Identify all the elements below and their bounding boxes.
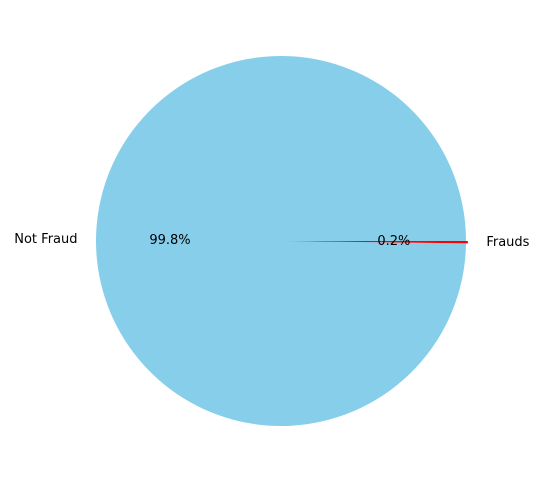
slice-label-not-fraud: Not Fraud (14, 232, 77, 247)
slice-pct-not-fraud: 99.8% (149, 233, 190, 248)
slice-label-frauds: Frauds (486, 235, 529, 250)
pie-slice-frauds (282, 241, 468, 244)
pie-slice-not-fraud (95, 56, 466, 427)
slice-pct-frauds: 0.2% (377, 234, 410, 249)
